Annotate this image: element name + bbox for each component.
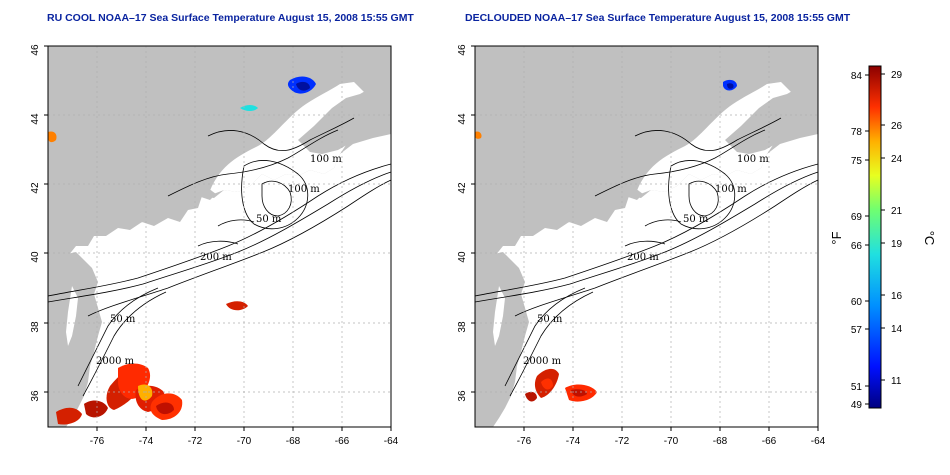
- contour-label: 200 m: [627, 252, 659, 263]
- lon-tick: -66: [335, 436, 350, 447]
- lat-tick: 44: [30, 113, 41, 125]
- lon-tick: -64: [811, 436, 826, 447]
- lon-tick: -74: [139, 436, 154, 447]
- lon-tick: -66: [762, 436, 777, 447]
- fahrenheit-tick: 69: [851, 212, 863, 223]
- celsius-tick: 16: [891, 291, 903, 302]
- lat-tick: 44: [457, 113, 468, 125]
- fahrenheit-ticks: 84 78 75 69 66 60 57 51 49: [851, 71, 863, 411]
- lat-tick: 42: [457, 182, 468, 194]
- contour-label: 50 m: [110, 314, 136, 325]
- map-panel-left: 100 m 100 m 50 m 200 m 50 m 2000 m: [30, 44, 399, 447]
- lon-tick: -74: [566, 436, 581, 447]
- celsius-tick: 19: [891, 239, 903, 250]
- lon-axis-right: -76 -74 -72 -70 -68 -66 -64: [517, 436, 826, 447]
- map-panel-right: 100 m 100 m 50 m 200 m 50 m 2000 m: [457, 44, 826, 447]
- contour-label: 50 m: [683, 214, 709, 225]
- contour-label: 50 m: [256, 214, 282, 225]
- fahrenheit-tick: 51: [851, 382, 863, 393]
- lat-tick: 46: [30, 44, 41, 56]
- contour-label: 100 m: [737, 154, 769, 165]
- lon-tick: -64: [384, 436, 399, 447]
- celsius-ticks: 29 26 24 21 19 16 14 11: [891, 70, 903, 387]
- celsius-tick: 14: [891, 324, 903, 335]
- fahrenheit-tick: 78: [851, 127, 863, 138]
- lat-tick: 38: [457, 321, 468, 333]
- celsius-tick: 29: [891, 70, 903, 81]
- fahrenheit-tick: 57: [851, 325, 863, 336]
- panel-title-left: RU COOL NOAA–17 Sea Surface Temperature …: [47, 12, 414, 24]
- lon-tick: -68: [713, 436, 728, 447]
- contour-labels-left: 100 m 100 m 50 m 200 m 50 m 2000 m: [96, 154, 342, 367]
- contour-labels-right: 100 m 100 m 50 m 200 m 50 m 2000 m: [523, 154, 769, 367]
- lon-tick: -76: [517, 436, 532, 447]
- lon-tick: -72: [615, 436, 630, 447]
- temperature-colorbar: 84 78 75 69 66 60 57 51 49 29 26 24 21 1…: [829, 65, 937, 411]
- sst-cold-patch-right: [723, 79, 737, 91]
- celsius-tick: 24: [891, 154, 903, 165]
- panel-title-right: DECLOUDED NOAA–17 Sea Surface Temperatur…: [465, 12, 851, 24]
- contour-label: 200 m: [200, 252, 232, 263]
- lon-tick: -70: [664, 436, 679, 447]
- celsius-tick: 26: [891, 121, 903, 132]
- fahrenheit-tick: 60: [851, 297, 863, 308]
- lon-tick: -76: [90, 436, 105, 447]
- lat-tick: 42: [30, 182, 41, 194]
- lon-tick: -72: [188, 436, 203, 447]
- fahrenheit-unit-label: °F: [829, 231, 844, 244]
- contour-label: 100 m: [715, 184, 747, 195]
- fahrenheit-tick: 75: [851, 156, 863, 167]
- lat-tick: 38: [30, 321, 41, 333]
- sst-cold-patch-left: [240, 76, 316, 111]
- lat-axis-left: 46 44 42 40 38 36: [30, 44, 41, 402]
- contour-label: 2000 m: [523, 356, 562, 367]
- sst-patches-left: [48, 131, 248, 425]
- celsius-tick: 21: [891, 206, 903, 217]
- lat-axis-right: 46 44 42 40 38 36: [457, 44, 468, 402]
- lat-tick: 36: [30, 390, 41, 402]
- lat-tick: 40: [457, 251, 468, 263]
- lat-tick: 46: [457, 44, 468, 56]
- celsius-tick: 11: [891, 376, 902, 387]
- contour-label: 100 m: [310, 154, 342, 165]
- contour-label: 100 m: [288, 184, 320, 195]
- contour-label: 50 m: [537, 314, 563, 325]
- lon-tick: -68: [286, 436, 301, 447]
- fahrenheit-tick: 84: [851, 71, 863, 82]
- contour-label: 2000 m: [96, 356, 135, 367]
- fahrenheit-tick: 66: [851, 241, 863, 252]
- lon-axis-left: -76 -74 -72 -70 -68 -66 -64: [90, 436, 399, 447]
- celsius-unit-label: °C: [922, 231, 937, 246]
- lat-tick: 36: [457, 390, 468, 402]
- lat-tick: 40: [30, 251, 41, 263]
- fahrenheit-tick: 49: [851, 400, 863, 411]
- colorbar-gradient: [868, 65, 882, 409]
- lon-tick: -70: [237, 436, 252, 447]
